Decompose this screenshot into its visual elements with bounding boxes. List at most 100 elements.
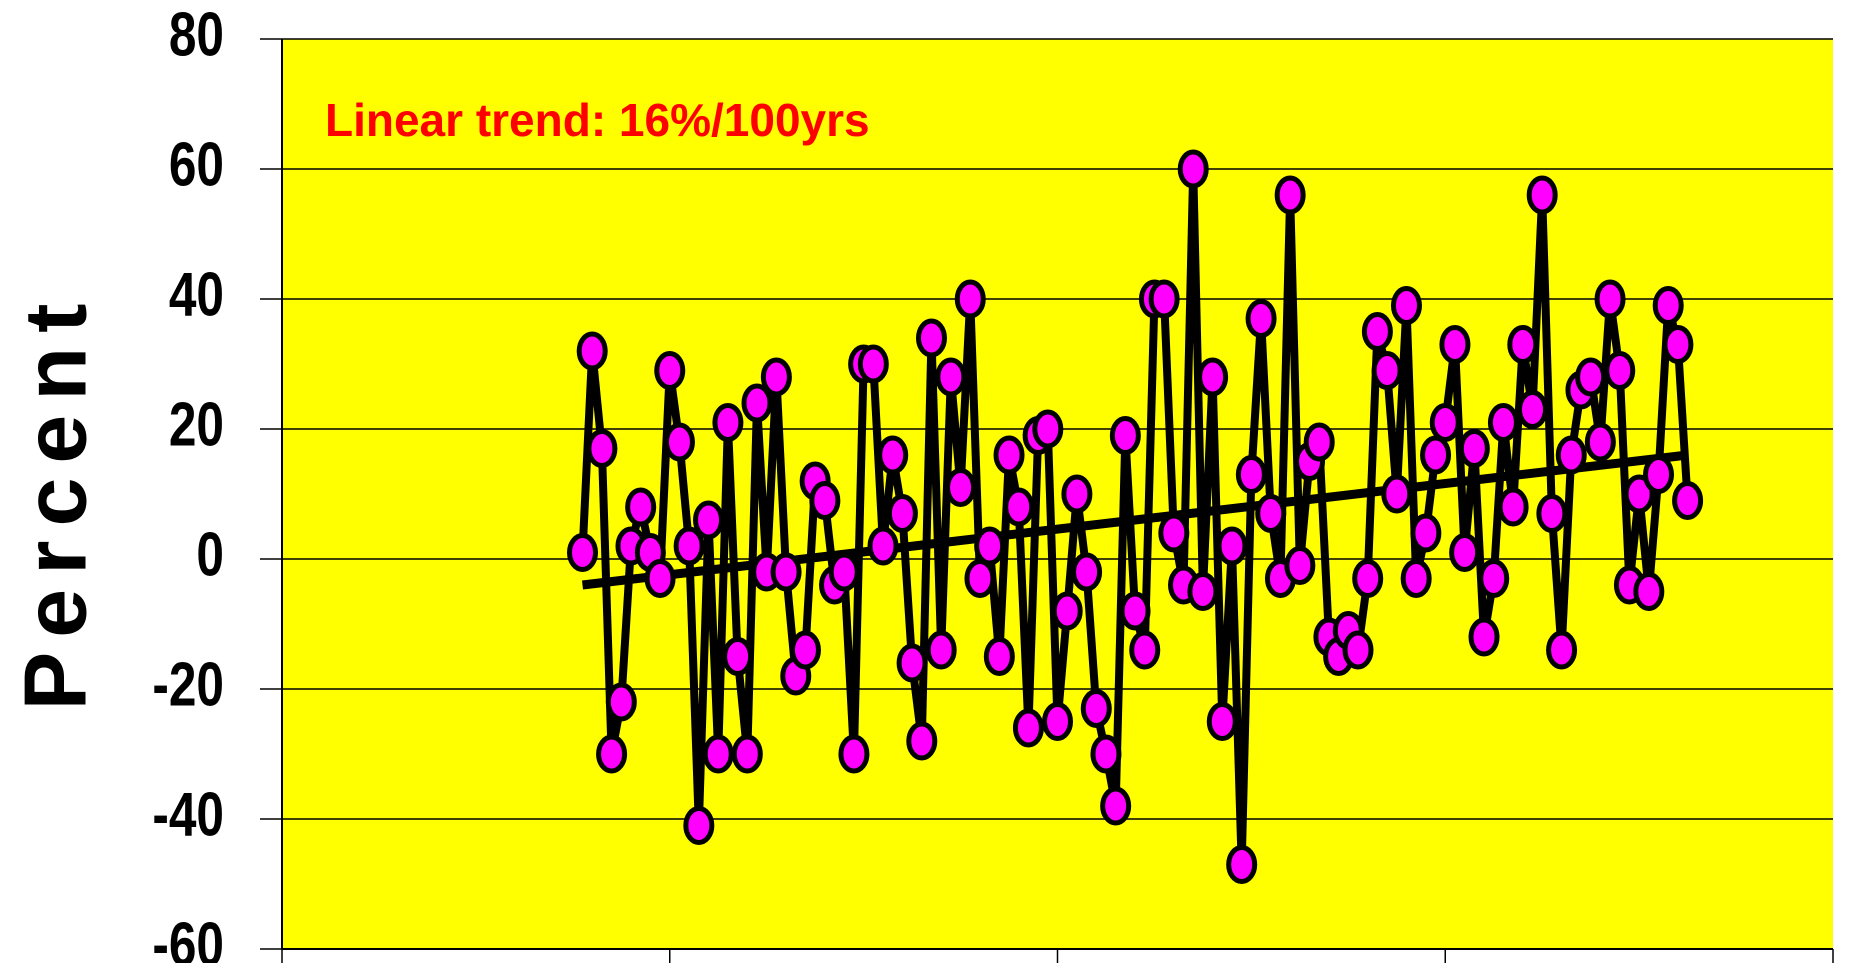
marker <box>1487 403 1519 442</box>
grid: -60 -40 -20 0 20 40 60 80 <box>152 0 1834 963</box>
marker <box>789 630 821 670</box>
marker <box>1100 786 1132 826</box>
marker <box>1439 325 1471 364</box>
marker <box>1177 149 1209 189</box>
marker <box>605 682 637 722</box>
marker <box>1410 513 1442 553</box>
marker <box>1555 435 1587 475</box>
marker <box>1361 312 1393 351</box>
marker <box>1623 474 1655 514</box>
marker <box>1119 591 1151 631</box>
marker <box>1536 494 1568 533</box>
marker <box>1274 175 1306 215</box>
marker <box>1633 572 1665 611</box>
y-tick-label: -20 <box>152 649 224 719</box>
y-tick-label: -60 <box>152 909 224 963</box>
marker <box>663 422 695 462</box>
marker <box>838 734 870 774</box>
marker <box>1245 299 1277 338</box>
marker <box>896 643 928 683</box>
marker <box>877 435 909 475</box>
marker <box>886 494 918 533</box>
marker <box>867 526 899 566</box>
marker <box>702 734 734 774</box>
marker <box>683 806 715 845</box>
marker <box>654 351 686 390</box>
marker <box>770 552 802 592</box>
marker <box>576 331 608 371</box>
marker <box>1303 422 1335 462</box>
marker <box>760 357 792 397</box>
marker <box>1012 708 1044 748</box>
marker <box>1090 734 1122 774</box>
marker <box>1516 390 1548 429</box>
marker <box>1429 403 1461 442</box>
marker <box>1420 435 1452 475</box>
marker <box>1594 279 1626 319</box>
marker <box>828 552 860 592</box>
marker <box>964 559 996 598</box>
marker <box>809 481 841 520</box>
marker <box>1449 533 1481 572</box>
marker <box>1575 357 1607 397</box>
marker <box>1071 552 1103 592</box>
marker <box>1507 325 1539 364</box>
marker <box>1284 546 1316 585</box>
marker <box>1584 422 1616 462</box>
marker <box>1390 286 1422 325</box>
marker <box>1352 559 1384 598</box>
marker <box>722 637 754 676</box>
marker <box>857 344 889 384</box>
marker <box>1080 689 1112 728</box>
marker <box>1652 286 1684 325</box>
marker <box>693 500 725 540</box>
y-tick-label: 60 <box>169 129 224 199</box>
marker <box>954 279 986 319</box>
marker <box>673 526 705 566</box>
marker <box>712 403 744 442</box>
marker <box>1468 617 1500 657</box>
marker <box>1032 409 1064 449</box>
marker <box>974 526 1006 566</box>
marker <box>1003 487 1035 527</box>
marker <box>1478 559 1510 598</box>
y-axis-label: Percent <box>5 290 104 711</box>
y-tick-label: 0 <box>196 519 224 589</box>
marker <box>1206 702 1238 741</box>
marker <box>625 487 657 527</box>
marker <box>915 318 947 358</box>
y-tick-label: -40 <box>152 779 224 849</box>
marks <box>567 149 1704 884</box>
marker <box>644 559 676 598</box>
marker <box>1051 591 1083 631</box>
marker <box>1672 481 1704 520</box>
marker <box>1255 494 1287 533</box>
marker <box>1042 702 1073 741</box>
marker <box>1604 351 1636 390</box>
marker <box>983 637 1015 676</box>
y-tick-label: 20 <box>169 389 224 459</box>
marker <box>925 630 957 670</box>
marker <box>1546 630 1578 670</box>
marker <box>1342 630 1374 670</box>
marker <box>731 734 763 774</box>
marker <box>1497 487 1529 527</box>
plot-area <box>282 39 1833 949</box>
annotation: Linear trend: 16%/100yrs <box>325 94 870 146</box>
marker <box>567 533 599 572</box>
marker <box>1129 630 1161 670</box>
marker <box>1187 572 1219 611</box>
marker <box>1109 416 1141 455</box>
marker <box>906 721 938 761</box>
marker <box>1226 845 1258 884</box>
marker <box>1526 175 1558 215</box>
marker <box>741 383 773 423</box>
marker <box>1458 429 1490 468</box>
marker <box>1197 357 1229 397</box>
marker <box>1235 455 1267 494</box>
marker <box>993 435 1025 475</box>
marker <box>1662 325 1694 364</box>
marker <box>1400 559 1432 598</box>
y-tick-label: 40 <box>169 259 224 329</box>
